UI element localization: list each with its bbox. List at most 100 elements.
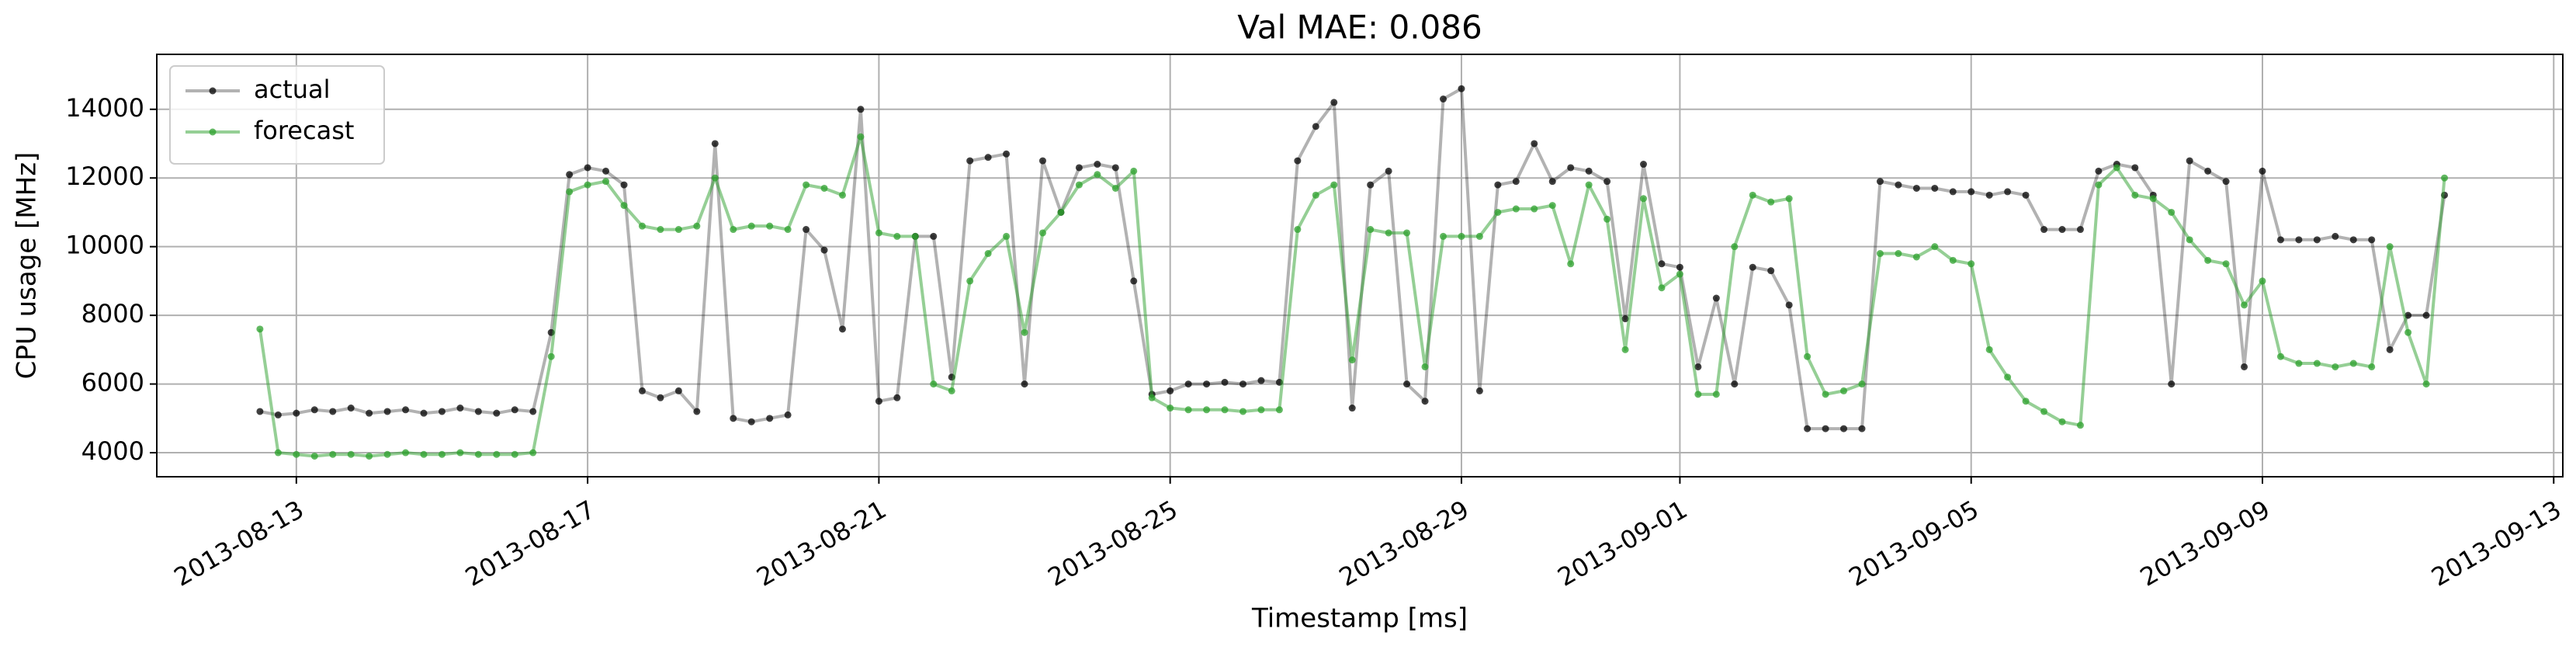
data-point	[1858, 425, 1866, 432]
data-point	[2186, 157, 2193, 165]
data-point	[1257, 406, 1265, 414]
data-point	[2332, 232, 2339, 240]
data-point	[1731, 380, 1739, 388]
data-point	[747, 418, 755, 425]
data-point	[2131, 164, 2139, 172]
data-point	[329, 450, 337, 458]
data-point	[893, 394, 901, 401]
data-point	[256, 408, 264, 415]
data-point	[1130, 167, 1138, 175]
data-point	[1130, 277, 1138, 285]
data-point	[766, 415, 774, 422]
x-tick-label: 2013-08-29	[1334, 495, 1474, 592]
x-tick-label: 2013-08-21	[751, 495, 891, 592]
data-point	[803, 181, 810, 189]
data-point	[2313, 236, 2321, 244]
data-point	[1330, 181, 1338, 189]
data-point	[1312, 191, 1319, 199]
data-point	[893, 232, 901, 240]
x-tick-label: 2013-09-05	[1844, 495, 1984, 592]
data-point	[602, 178, 610, 186]
data-point	[2241, 363, 2248, 370]
data-point	[784, 226, 792, 234]
data-point	[657, 226, 664, 234]
data-point	[711, 174, 719, 182]
data-point	[930, 232, 938, 240]
data-point	[1822, 391, 1829, 398]
data-point	[1167, 387, 1174, 394]
data-point	[1312, 123, 1319, 130]
data-point	[2204, 167, 2212, 175]
data-point	[2076, 226, 2084, 234]
data-point	[638, 222, 646, 230]
data-point	[584, 164, 591, 172]
data-point	[493, 450, 501, 458]
data-point	[1494, 181, 1502, 189]
data-point	[1475, 232, 1483, 240]
data-point	[1512, 205, 1520, 213]
data-point	[2058, 226, 2066, 234]
data-point	[2131, 191, 2139, 199]
data-point	[857, 106, 865, 113]
data-point	[2441, 174, 2449, 182]
data-point	[2259, 167, 2266, 175]
data-point	[911, 232, 919, 240]
data-point	[1403, 229, 1411, 237]
data-point	[2095, 167, 2103, 175]
data-point	[1111, 184, 1119, 192]
data-point	[274, 449, 282, 457]
data-point	[2004, 188, 2012, 196]
data-point	[1895, 181, 1902, 189]
data-point	[1931, 243, 1939, 251]
data-point	[2368, 363, 2376, 370]
chart-title: Val MAE: 0.086	[1237, 9, 1482, 47]
data-point	[1895, 250, 1902, 258]
data-point	[566, 188, 574, 196]
data-point	[1021, 328, 1028, 336]
data-point	[875, 398, 882, 405]
data-point	[1767, 267, 1775, 275]
data-point	[1203, 380, 1211, 388]
data-point	[1749, 263, 1756, 271]
data-point	[1075, 164, 1083, 172]
data-point	[310, 406, 318, 414]
data-point	[1567, 164, 1575, 172]
data-point	[1294, 226, 1302, 234]
data-point	[1931, 184, 1939, 192]
data-point	[2295, 236, 2303, 244]
y-tick-label: 12000	[65, 162, 144, 191]
data-point	[1111, 164, 1119, 172]
data-point	[1785, 195, 1793, 203]
data-point	[1239, 380, 1246, 388]
data-point	[1403, 380, 1411, 388]
data-point	[329, 408, 337, 415]
data-point	[674, 387, 682, 394]
data-point	[784, 411, 792, 419]
data-point	[2332, 363, 2339, 370]
data-point	[1658, 284, 1666, 292]
data-point	[1985, 346, 1993, 353]
data-point	[730, 226, 737, 234]
legend-marker	[209, 87, 217, 95]
legend-label: forecast	[254, 116, 354, 145]
data-point	[1694, 363, 1702, 370]
data-point	[1567, 260, 1575, 268]
data-point	[747, 222, 755, 230]
legend-box	[169, 65, 385, 165]
x-tick-label: 2013-08-13	[169, 495, 309, 592]
data-point	[1203, 406, 1211, 414]
data-point	[620, 181, 628, 189]
data-point	[1876, 250, 1884, 258]
data-point	[2058, 418, 2066, 425]
data-point	[1876, 178, 1884, 186]
data-point	[547, 353, 555, 360]
data-point	[2022, 191, 2030, 199]
data-point	[2168, 380, 2176, 388]
data-point	[383, 408, 391, 415]
data-point	[2004, 373, 2012, 381]
x-axis-label: Timestamp [ms]	[1251, 603, 1468, 634]
data-point	[1767, 198, 1775, 206]
data-point	[293, 409, 300, 417]
data-point	[2276, 353, 2284, 360]
